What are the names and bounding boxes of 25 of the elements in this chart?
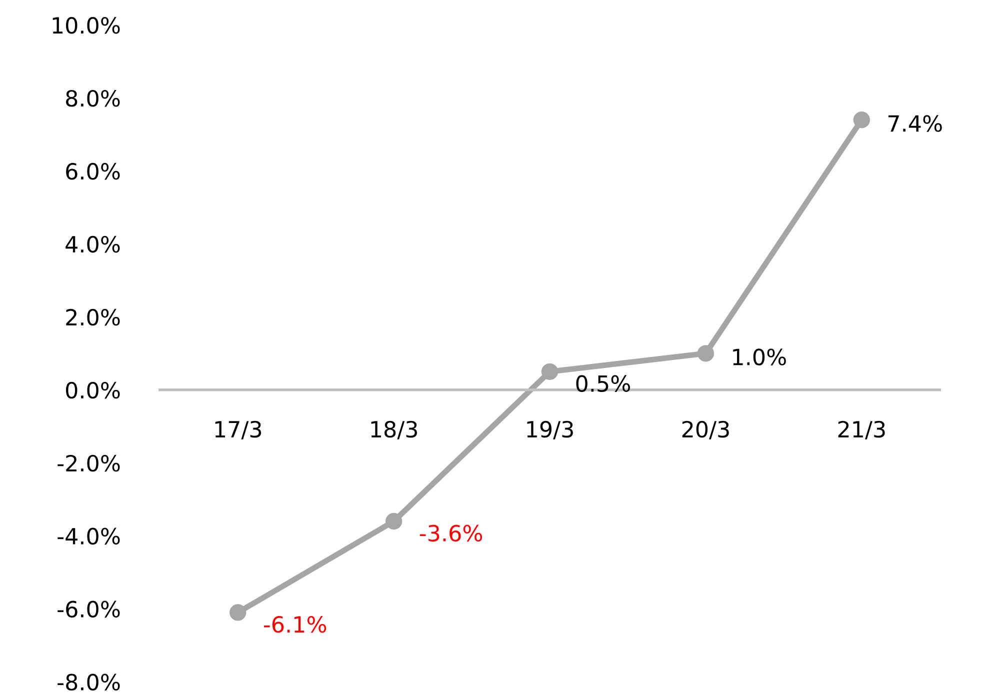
y-tick-label: 4.0% (66, 236, 120, 253)
data-label: -6.1% (264, 616, 326, 633)
x-tick-label: 20/3 (682, 420, 729, 440)
y-tick-label: 2.0% (66, 308, 120, 326)
y-tick-label: -6.0% (58, 600, 120, 618)
y-tick-label: -8.0% (58, 674, 120, 691)
x-tick-label: 21/3 (838, 420, 885, 440)
y-tick-label: -4.0% (58, 528, 120, 545)
y-tick-label: 6.0% (66, 162, 120, 180)
data-label: 0.5% (576, 375, 630, 392)
point (853, 112, 870, 128)
data-label: 7.4% (888, 115, 942, 132)
point (385, 512, 402, 530)
x-tick-label: 18/3 (371, 420, 417, 440)
point (697, 345, 714, 362)
point (541, 363, 558, 380)
x-tick-label: 19/3 (527, 420, 573, 440)
point (230, 604, 246, 621)
y-tick-label: 8.0% (66, 90, 120, 107)
y-tick-label: 0.0% (66, 382, 120, 399)
x-tick-label: 17/3 (215, 420, 262, 440)
y-tick-label: 10.0% (52, 16, 120, 34)
y-tick-label: -2.0% (58, 454, 120, 472)
data-label: 1.0% (733, 348, 786, 366)
data-label: -3.6% (420, 524, 482, 542)
